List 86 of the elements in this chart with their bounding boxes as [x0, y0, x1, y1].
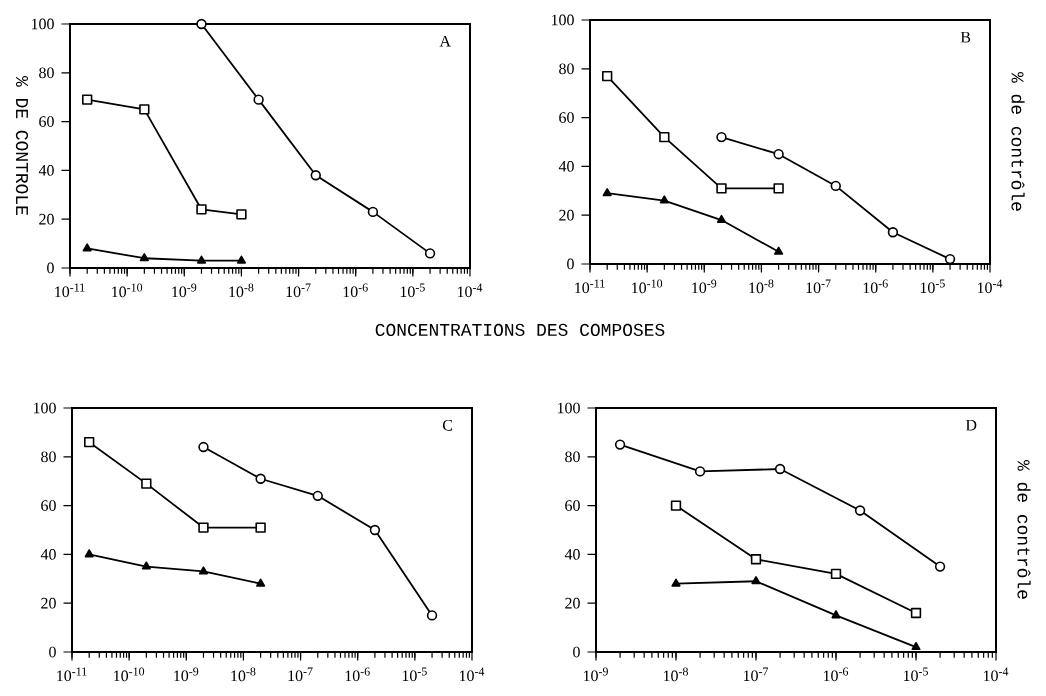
annotation: A — [439, 35, 451, 47]
point — [198, 522, 209, 533]
x-tick-label: 10$^{-4}$ — [459, 667, 485, 682]
y-tick-label: 0 — [573, 646, 580, 658]
point — [659, 195, 669, 204]
y-axis-title: % de contrôle — [1017, 460, 1031, 599]
point — [911, 641, 921, 651]
point — [716, 183, 727, 194]
x-tick-label: 10$^{-6}$ — [345, 667, 370, 682]
x-tick-label: 10$^{-11}$ — [55, 283, 85, 298]
point — [750, 554, 762, 565]
x-tick-label: 10$^{-8}$ — [231, 667, 256, 682]
point — [716, 214, 727, 224]
point — [830, 568, 842, 580]
y-tick-label: 80 — [559, 63, 574, 75]
y-tick-label: 20 — [41, 597, 56, 609]
point — [256, 578, 266, 587]
point — [602, 70, 613, 82]
y-tick-label: 80 — [39, 67, 54, 79]
y-tick-label: 100 — [551, 14, 574, 26]
y-axis-title: % de contrôle — [1011, 72, 1025, 211]
x-tick-label: 10$^{-5}$ — [903, 667, 929, 682]
point — [751, 576, 761, 585]
x-tick-label: 10$^{-5}$ — [920, 279, 945, 294]
x-tick-label: 10$^{-8}$ — [229, 283, 254, 298]
x-tick-label: 10$^{-8}$ — [749, 279, 774, 294]
y-tick-label: 40 — [38, 165, 54, 176]
x-tick-label: 10$^{-9}$ — [174, 667, 199, 682]
y-tick-label: 20 — [39, 213, 54, 225]
y-tick-label: 100 — [557, 402, 580, 414]
y-axis-title: % DE CONTROLE — [15, 76, 29, 215]
x-tick-label: 10$^{-11}$ — [57, 667, 87, 682]
y-tick-label: 60 — [39, 116, 54, 127]
x-tick-label: 10$^{-5}$ — [400, 283, 425, 298]
y-tick-label: 40 — [40, 549, 56, 560]
y-tick-label: 20 — [559, 209, 574, 221]
x-tick-label: 10$^{-4}$ — [983, 667, 1009, 682]
y-tick-label: 0 — [47, 262, 54, 274]
x-tick-label: 10$^{-6}$ — [863, 279, 888, 294]
point — [84, 549, 94, 558]
point — [774, 246, 784, 255]
y-tick-label: 40 — [564, 549, 580, 560]
point — [670, 500, 682, 511]
x-tick-label: 10$^{-9}$ — [583, 667, 608, 682]
y-tick-label: 20 — [565, 597, 580, 609]
x-tick-label: 10$^{-8}$ — [663, 667, 688, 682]
x-tick-label: 10$^{-7}$ — [286, 283, 311, 298]
x-tick-label: 10$^{-10}$ — [112, 283, 143, 298]
y-tick-label: 80 — [565, 451, 580, 463]
x-axis-title: CONCENTRATIONS DES COMPOSES — [375, 323, 665, 337]
annotation: B — [960, 31, 971, 43]
x-tick-label: 10$^{-6}$ — [343, 283, 368, 298]
x-tick-label: 10$^{-4}$ — [457, 283, 483, 298]
x-tick-label: 10$^{-4}$ — [977, 279, 1003, 294]
point — [141, 561, 151, 570]
x-tick-label: 10$^{-9}$ — [692, 279, 717, 294]
y-tick-label: 100 — [31, 18, 54, 30]
y-tick-label: 60 — [41, 500, 56, 511]
y-tick-label: 60 — [559, 112, 574, 123]
point — [255, 522, 266, 533]
point — [671, 578, 681, 587]
point — [831, 610, 841, 619]
y-tick-label: 40 — [558, 161, 574, 172]
y-tick-label: 0 — [567, 258, 574, 270]
point — [773, 183, 784, 194]
point — [198, 566, 209, 575]
x-tick-label: 10$^{-7}$ — [743, 667, 769, 682]
x-tick-label: 10$^{-5}$ — [402, 667, 427, 682]
y-tick-label: 0 — [49, 646, 56, 658]
x-tick-label: 10$^{-11}$ — [575, 279, 605, 294]
point — [141, 478, 152, 489]
y-tick-label: 80 — [41, 451, 56, 463]
point — [84, 436, 95, 448]
x-tick-label: 10$^{-7}$ — [806, 279, 831, 294]
point — [602, 188, 612, 197]
x-tick-label: 10$^{-9}$ — [172, 283, 197, 298]
annotation: C — [442, 419, 453, 431]
point — [910, 607, 922, 619]
annotation: D — [965, 419, 977, 431]
y-tick-label: 100 — [33, 402, 56, 414]
x-tick-label: 10$^{-6}$ — [823, 667, 849, 682]
x-tick-label: 10$^{-7}$ — [288, 667, 313, 682]
x-tick-label: 10$^{-10}$ — [114, 667, 145, 682]
point — [659, 131, 670, 143]
x-tick-label: 10$^{-10}$ — [632, 279, 663, 294]
y-tick-label: 60 — [565, 500, 580, 511]
